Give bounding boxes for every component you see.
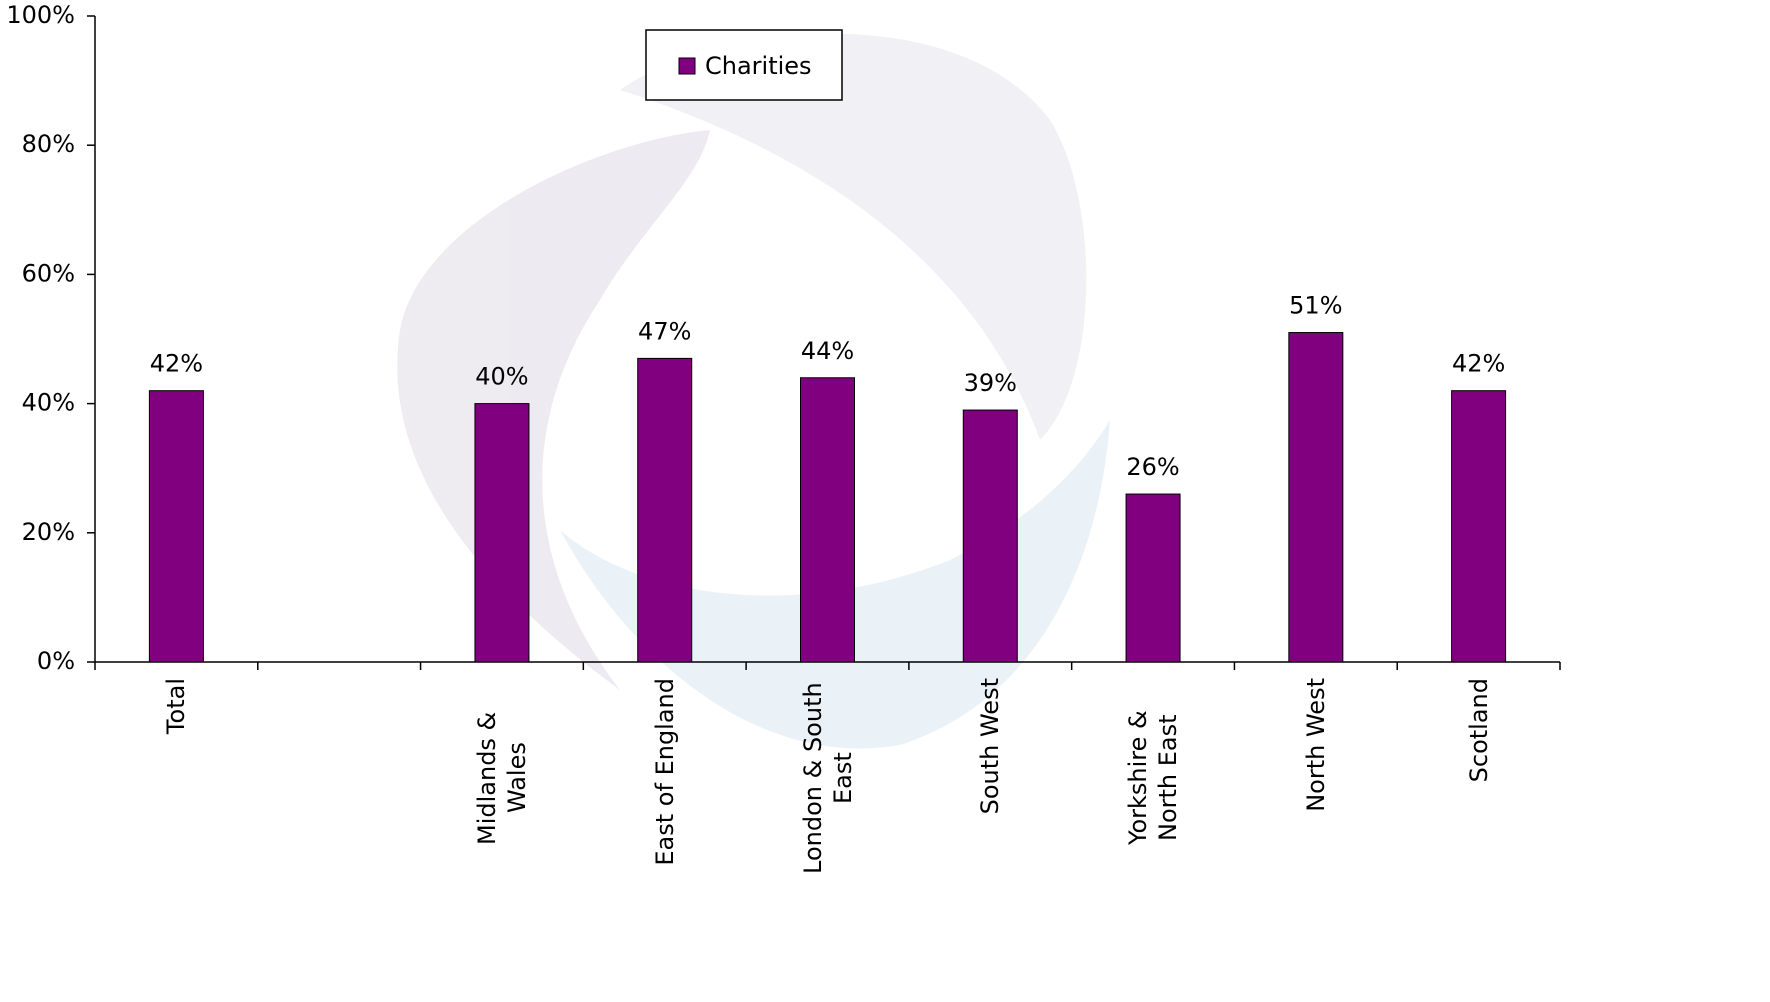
y-tick-label: 100% (6, 1, 75, 29)
bar (637, 357, 693, 663)
x-tick-label: South West (976, 678, 1005, 815)
value-label: 39% (964, 369, 1017, 397)
x-tick-label: Midlands & Wales (472, 711, 531, 845)
x-tick-label: North West (1301, 678, 1330, 812)
legend-label: Charities (705, 52, 812, 80)
bar (148, 390, 204, 663)
bar (1288, 332, 1344, 663)
value-label: 42% (150, 350, 203, 378)
bar (474, 403, 530, 663)
y-tick-label: 0% (37, 647, 75, 675)
y-tick-label: 80% (22, 130, 75, 158)
x-tick-label: Total (162, 678, 191, 735)
value-label: 42% (1452, 350, 1505, 378)
value-label: 47% (638, 317, 691, 345)
x-tick-label: Yorkshire & North East (1124, 710, 1183, 846)
legend: Charities (645, 29, 843, 101)
value-label: 26% (1126, 453, 1179, 481)
y-tick-label: 60% (22, 259, 75, 287)
value-label: 44% (801, 337, 854, 365)
bar (1451, 390, 1507, 663)
bar (800, 377, 855, 663)
y-tick-label: 40% (22, 389, 75, 417)
x-tick-label: East of England (650, 678, 679, 866)
bar (962, 409, 1018, 663)
x-tick-label: Scotland (1464, 678, 1493, 783)
value-label: 51% (1289, 292, 1342, 320)
x-tick-label: London & South East (798, 682, 857, 874)
value-label: 40% (475, 363, 528, 391)
bar (1125, 493, 1181, 663)
legend-swatch (678, 57, 696, 75)
y-tick-label: 20% (22, 518, 75, 546)
